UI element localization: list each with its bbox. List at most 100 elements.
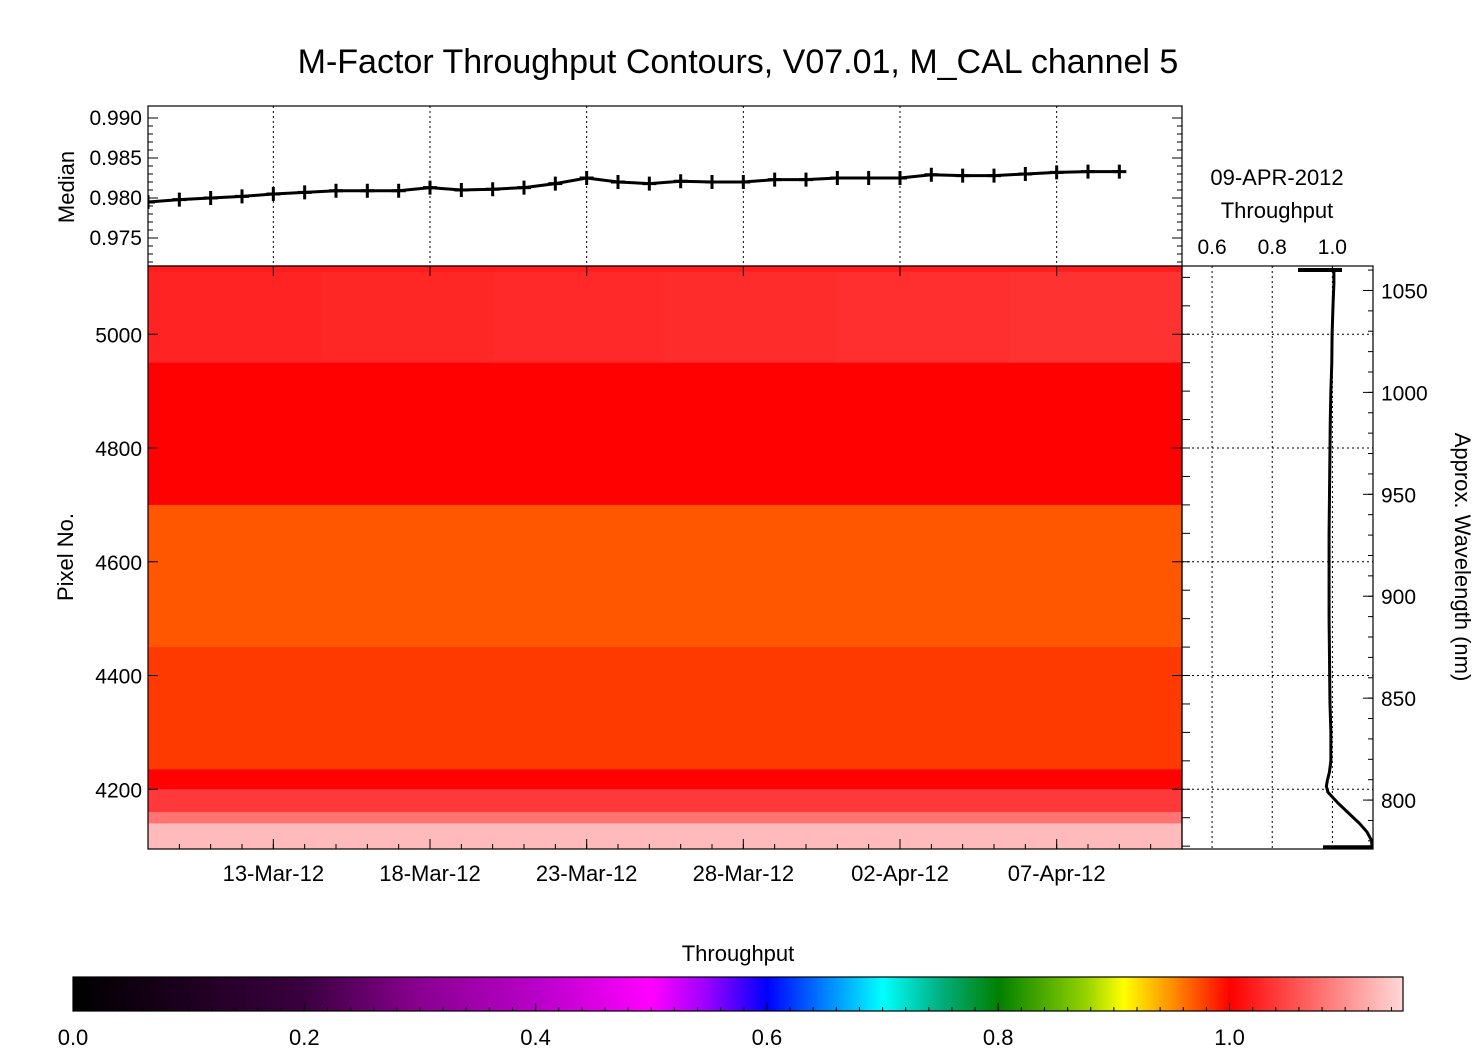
colorbar-label: Throughput xyxy=(682,941,795,966)
median-marker xyxy=(1018,167,1033,181)
colorbar-ticks: 0.0 0.2 0.4 0.6 0.8 1.0 xyxy=(58,1003,1392,1050)
profile-frame xyxy=(1181,265,1374,850)
contour-band xyxy=(148,812,1182,824)
median-marker xyxy=(266,187,281,201)
colorbar-tick-label: 0.8 xyxy=(983,1025,1014,1050)
median-marker xyxy=(1112,164,1127,179)
median-line xyxy=(148,170,1120,204)
contour-band xyxy=(665,271,838,364)
median-marker xyxy=(987,168,1001,183)
profile-ticks: 1050 1000 950 900 850 800 xyxy=(1182,269,1428,847)
colorbar-scale xyxy=(72,976,1404,1012)
contour-ticks: 5000 4800 4600 4400 4200 13-Mar-12 18-Mar-12 23… xyxy=(95,266,1183,886)
median-marker xyxy=(579,171,594,185)
profile-x-tick-label: 0.8 xyxy=(1258,236,1287,259)
median-marker xyxy=(955,168,970,183)
contour-heatmap xyxy=(148,266,1182,849)
median-marker xyxy=(736,175,751,189)
profile-series xyxy=(1298,267,1373,849)
wavelength-tick-label: 950 xyxy=(1381,484,1416,507)
median-marker xyxy=(454,183,469,197)
pixel-axis-label: Pixel No. xyxy=(53,513,78,601)
median-marker xyxy=(203,191,218,205)
median-marker xyxy=(673,174,688,189)
median-marker xyxy=(235,189,249,204)
profile-title: Throughput xyxy=(1221,198,1334,223)
colorbar-tick-label: 1.0 xyxy=(1214,1025,1245,1050)
profile-grid: 0.6 0.8 1.0 xyxy=(1182,236,1373,849)
median-grid xyxy=(272,106,1058,266)
median-frame xyxy=(147,105,1183,267)
profile-date: 09-APR-2012 xyxy=(1210,165,1343,190)
contour-band xyxy=(837,271,1011,364)
median-marker xyxy=(148,195,155,209)
date-tick-label: 28-Mar-12 xyxy=(693,861,794,886)
pixel-tick-label: 4800 xyxy=(95,438,142,461)
median-y-label: Median xyxy=(54,151,79,223)
pixel-tick-label: 4400 xyxy=(95,666,142,689)
colorbar-tick-label: 0.6 xyxy=(752,1025,783,1050)
median-marker xyxy=(830,171,845,185)
pixel-tick-label: 4200 xyxy=(95,779,142,802)
median-marker xyxy=(893,171,907,185)
pixel-tick-label: 4600 xyxy=(95,552,142,575)
colorbar: Throughput 0.0 0.2 0.4 0.6 0.8 1.0 xyxy=(58,941,1404,1050)
contour-band xyxy=(1009,271,1182,364)
median-y-tick-label: 0.985 xyxy=(89,147,142,170)
contour-band xyxy=(492,271,666,364)
colorbar-tick-label: 0.2 xyxy=(289,1025,320,1050)
median-marker xyxy=(391,183,406,198)
contour-panel: 5000 4800 4600 4400 4200 13-Mar-12 18-Mar-12 23… xyxy=(53,265,1183,886)
wavelength-tick-label: 1000 xyxy=(1381,382,1428,405)
pixel-tick-label: 5000 xyxy=(95,324,142,347)
contour-band xyxy=(148,504,1182,648)
contour-band xyxy=(148,271,321,364)
wavelength-tick-label: 800 xyxy=(1381,790,1416,813)
date-tick-label: 18-Mar-12 xyxy=(379,861,480,886)
median-marker xyxy=(861,171,876,185)
chart-title: M-Factor Throughput Contours, V07.01, M_… xyxy=(298,43,1179,81)
profile-line xyxy=(1324,268,1373,848)
date-tick-label: 23-Mar-12 xyxy=(536,861,637,886)
median-marker xyxy=(297,185,312,200)
contour-band xyxy=(148,769,1182,790)
median-marker xyxy=(1081,164,1095,179)
median-marker xyxy=(1049,165,1064,180)
median-marker xyxy=(705,175,719,189)
median-y-tick-label: 0.975 xyxy=(89,227,142,250)
median-marker xyxy=(172,192,187,207)
median-marker xyxy=(767,172,782,187)
median-marker xyxy=(799,172,813,187)
median-marker xyxy=(517,180,531,195)
median-marker xyxy=(423,180,437,195)
wavelength-tick-label: 900 xyxy=(1381,586,1416,609)
contour-band xyxy=(320,271,494,364)
contour-band xyxy=(148,362,1182,506)
wavelength-axis-label: Approx. Wavelength (nm) xyxy=(1450,433,1475,682)
contour-band xyxy=(148,823,1182,849)
date-tick-label: 07-Apr-12 xyxy=(1008,861,1106,886)
median-marker xyxy=(485,182,500,197)
contour-band xyxy=(148,647,1182,770)
median-y-tick-label: 0.990 xyxy=(89,107,142,130)
date-tick-label: 02-Apr-12 xyxy=(851,861,949,886)
median-series xyxy=(148,164,1127,209)
median-y-tick-label: 0.980 xyxy=(89,187,142,210)
profile-x-tick-label: 0.6 xyxy=(1197,236,1226,259)
contour-band xyxy=(148,789,1182,813)
median-marker xyxy=(642,176,657,191)
date-tick-label: 13-Mar-12 xyxy=(223,861,324,886)
contour-band xyxy=(148,266,1182,273)
median-panel: 0.990 0.985 0.980 0.975 Median xyxy=(54,105,1183,267)
median-marker xyxy=(548,176,563,191)
median-marker xyxy=(360,183,375,198)
profile-x-tick-label: 1.0 xyxy=(1318,236,1347,259)
median-marker xyxy=(924,167,939,182)
colorbar-tick-label: 0.4 xyxy=(520,1025,551,1050)
median-marker xyxy=(611,175,625,189)
median-marker xyxy=(329,183,343,198)
profile-panel: 09-APR-2012 Throughput 0.6 0.8 1.0 1050 100… xyxy=(1181,165,1475,850)
wavelength-tick-label: 1050 xyxy=(1381,280,1428,303)
wavelength-tick-label: 850 xyxy=(1381,688,1416,711)
